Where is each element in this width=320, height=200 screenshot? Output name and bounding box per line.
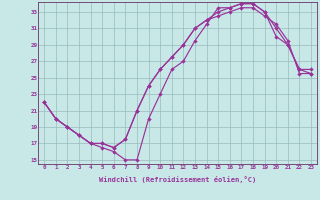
X-axis label: Windchill (Refroidissement éolien,°C): Windchill (Refroidissement éolien,°C) bbox=[99, 176, 256, 183]
